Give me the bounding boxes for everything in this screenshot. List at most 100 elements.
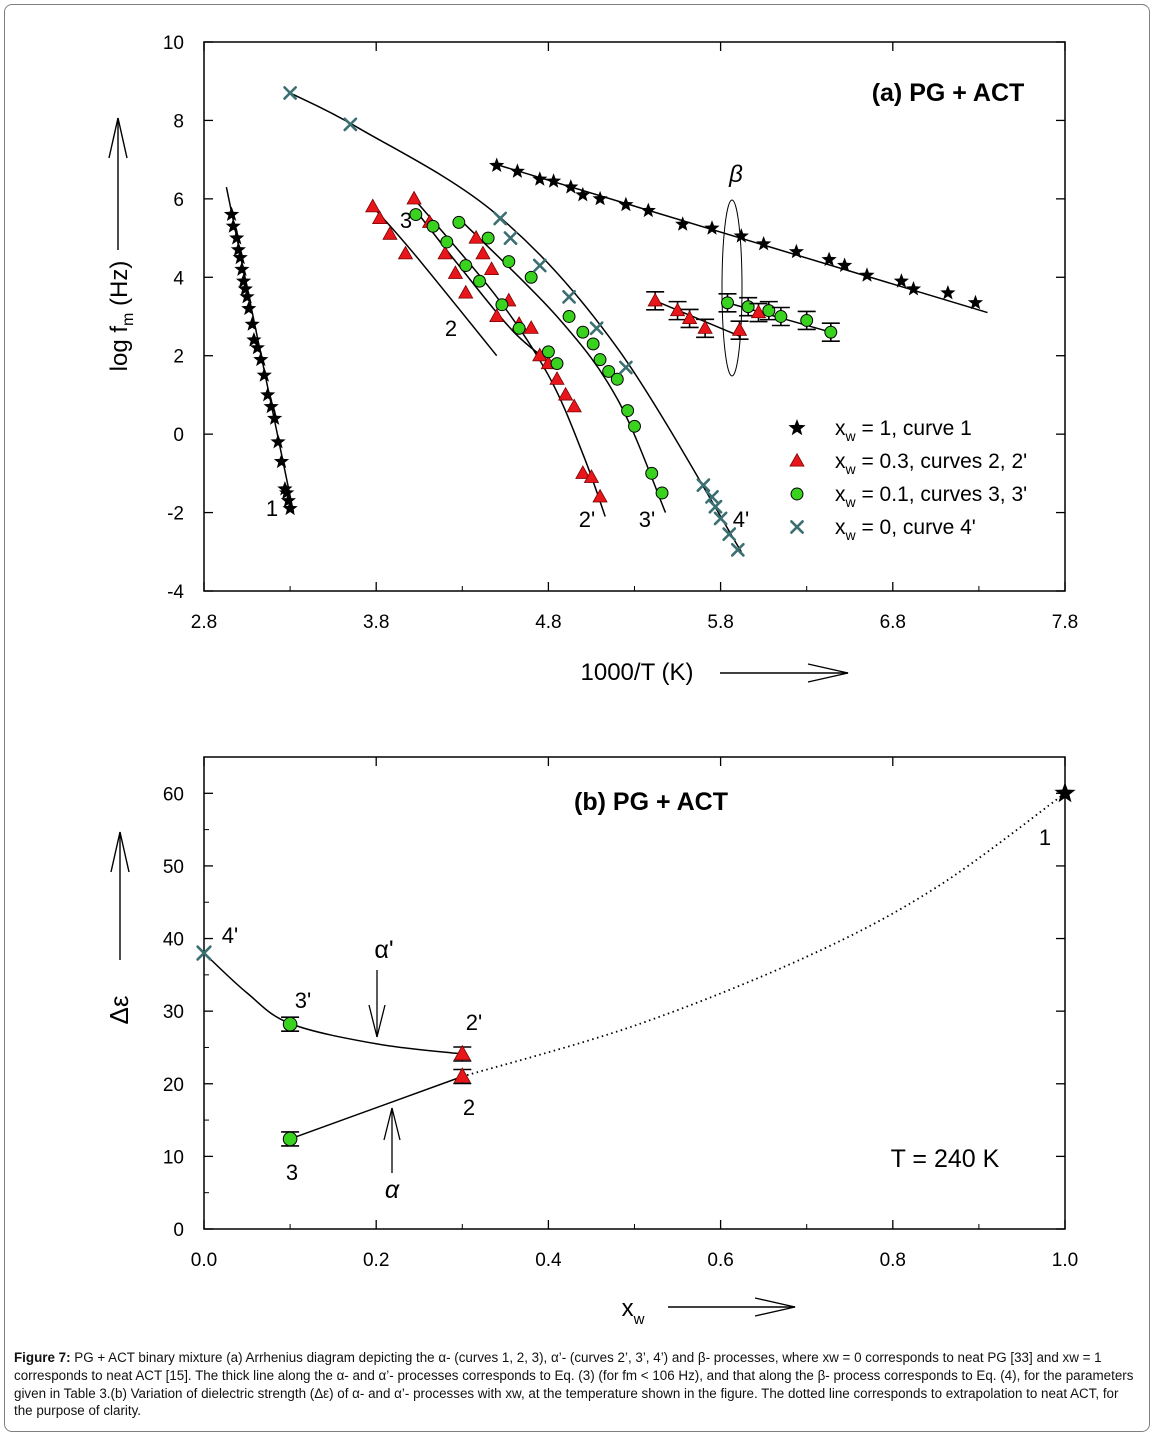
- data-point-triangle: [437, 245, 453, 260]
- data-point-triangle: [453, 1067, 471, 1083]
- curve-label-1: 1: [266, 496, 278, 521]
- data-point-triangle: [365, 198, 381, 213]
- temperature-annotation: T = 240 K: [891, 1145, 1000, 1173]
- point-label-3prime: 3': [295, 988, 311, 1013]
- data-point-cross: [705, 489, 719, 504]
- panel-a-ylabel: log fm (Hz): [106, 261, 137, 372]
- data-point-circle: [473, 274, 486, 288]
- data-point-star: [733, 228, 749, 243]
- data-point-star: [225, 218, 241, 233]
- y-tick-label: 40: [163, 930, 184, 951]
- data-point-star: [509, 163, 525, 178]
- data-point-star: [244, 316, 260, 331]
- legend-marker-cross: [790, 520, 804, 534]
- data-point-star: [546, 173, 562, 188]
- data-point-cross: [730, 542, 745, 557]
- y-tick-label: 20: [163, 1075, 184, 1096]
- data-point-triangle: [458, 284, 474, 299]
- legend-markers: [788, 419, 806, 534]
- data-point-circle: [762, 304, 776, 318]
- data-point-triangle: [549, 371, 565, 385]
- curve-label-3prime: 3': [639, 507, 655, 532]
- data-point-circle: [621, 404, 635, 418]
- data-point-circle: [586, 337, 600, 351]
- panel-b-xlabel: xw: [622, 1295, 645, 1328]
- data-point-circle: [495, 298, 509, 312]
- data-point-star: [253, 351, 269, 367]
- figure-frame: [4, 4, 1150, 1432]
- data-point-circle: [800, 313, 814, 327]
- data-point-circle: [593, 353, 607, 367]
- data-point-cross: [343, 117, 358, 132]
- data-point-circle: [452, 215, 466, 229]
- data-point-star: [859, 267, 875, 282]
- x-tick-label: 5.8: [707, 612, 733, 633]
- data-point-circle: [502, 255, 516, 269]
- data-point-triangle: [397, 245, 414, 260]
- data-point-star: [704, 220, 720, 235]
- data-point-circle: [426, 219, 440, 233]
- data-point-triangle: [583, 469, 600, 483]
- legend-marker-circle: [790, 487, 804, 501]
- data-point-cross: [722, 527, 737, 542]
- data-point-circle: [541, 345, 555, 359]
- data-point-circle: [602, 364, 616, 378]
- x-tick-label: 2.8: [191, 612, 217, 633]
- data-point-star: [277, 481, 293, 496]
- panel-a-ticks: 2.8 3.8 4.8 5.8 6.8 7.8 -4 -2 0 2 4 6 8 10: [163, 33, 1078, 633]
- data-point-star: [788, 243, 804, 259]
- x-tick-label: 6.8: [880, 612, 906, 633]
- data-point-triangle: [483, 261, 500, 275]
- data-point-star: [229, 230, 245, 245]
- x-tick-label: 0.0: [191, 1250, 217, 1271]
- alpha-arrow: [383, 1107, 401, 1173]
- data-point-circle: [774, 310, 788, 323]
- data-point-circle: [524, 270, 538, 284]
- x-tick-label: 0.4: [535, 1250, 562, 1271]
- point-label-3: 3: [286, 1160, 298, 1185]
- data-point-cross: [713, 511, 728, 526]
- data-point-star: [618, 196, 634, 212]
- x-tick-label: 0.2: [363, 1250, 389, 1271]
- data-point-star: [280, 492, 296, 508]
- data-point-triangle: [566, 398, 582, 413]
- legend-entry-xw0: xw = 0, curve 4': [835, 516, 976, 543]
- data-point-triangle: [371, 210, 388, 225]
- data-point-star: [532, 171, 548, 186]
- data-point-star: [575, 186, 591, 202]
- y-tick-label: 30: [163, 1002, 184, 1023]
- panel-b-ticks: 0.0 0.2 0.4 0.6 0.8 1.0 0 10 20 30 40 50 60: [163, 757, 1078, 1271]
- y-tick-label: -2: [167, 504, 184, 525]
- y-tick-label: 60: [163, 784, 184, 805]
- y-tick-label: 0: [173, 1220, 184, 1241]
- panel-a-axes-frame: [203, 41, 1066, 592]
- data-point-cross: [503, 231, 518, 245]
- data-point-star: [241, 300, 257, 316]
- data-point-cross: [283, 86, 298, 100]
- data-point-star: [837, 257, 853, 272]
- y-tick-label: -4: [167, 582, 184, 603]
- panel-a-title: (a) PG + ACT: [872, 79, 1025, 107]
- panel-b: 0.0 0.2 0.4 0.6 0.8 1.0 0 10 20 30 40 50 60 (b) PG +…: [104, 756, 1078, 1328]
- data-point-star: [640, 202, 656, 218]
- y-tick-label: 2: [173, 347, 184, 368]
- data-point-triangle: [731, 322, 748, 336]
- caption-label: Figure 7:: [14, 1350, 71, 1365]
- data-point-triangle: [575, 465, 591, 479]
- data-point-star: [821, 251, 837, 267]
- figure-caption: Figure 7: PG + ACT binary mixture (a) Ar…: [14, 1349, 1136, 1420]
- legend-entry-xw01: xw = 0.1, curves 3, 3': [835, 483, 1027, 510]
- y-tick-label: 0: [173, 425, 184, 446]
- data-point-circle: [824, 325, 838, 339]
- data-point-star: [256, 367, 272, 382]
- curve-label-2: 2: [445, 316, 457, 341]
- data-point-triangle: [681, 310, 698, 325]
- data-point-star: [282, 500, 298, 516]
- data-point-star: [893, 273, 909, 288]
- fit-line: [654, 300, 740, 337]
- data-point-circle: [409, 208, 423, 221]
- data-point-triangle: [697, 320, 713, 334]
- curve-label-4prime: 4': [733, 507, 749, 532]
- y-tick-label: 10: [163, 33, 184, 54]
- data-point-star: [905, 281, 922, 296]
